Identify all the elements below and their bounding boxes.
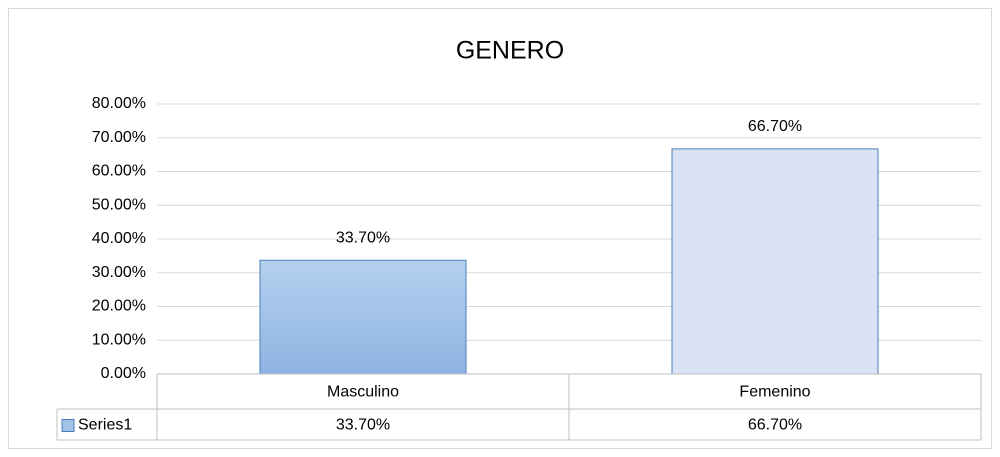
legend-label: Series1 — [78, 417, 132, 434]
y-tick-label: 30.00% — [92, 264, 146, 281]
bar — [671, 148, 879, 375]
chart-title: GENERO — [456, 37, 564, 65]
y-tick-label: 0.00% — [101, 365, 146, 382]
y-tick-label: 70.00% — [92, 129, 146, 146]
y-tick-label: 80.00% — [92, 95, 146, 112]
legend-key — [61, 419, 75, 432]
y-tick-label: 50.00% — [92, 196, 146, 213]
x-tick-label: Masculino — [327, 384, 399, 401]
data-label: 33.70% — [336, 229, 390, 246]
table-value: 33.70% — [336, 417, 390, 434]
table-value: 66.70% — [748, 417, 802, 434]
x-tick-label: Femenino — [739, 384, 810, 401]
y-tick-label: 60.00% — [92, 163, 146, 180]
y-tick-label: 40.00% — [92, 230, 146, 247]
y-tick-label: 10.00% — [92, 331, 146, 348]
y-tick-label: 20.00% — [92, 298, 146, 315]
bar — [259, 259, 467, 375]
data-label: 66.70% — [748, 118, 802, 135]
